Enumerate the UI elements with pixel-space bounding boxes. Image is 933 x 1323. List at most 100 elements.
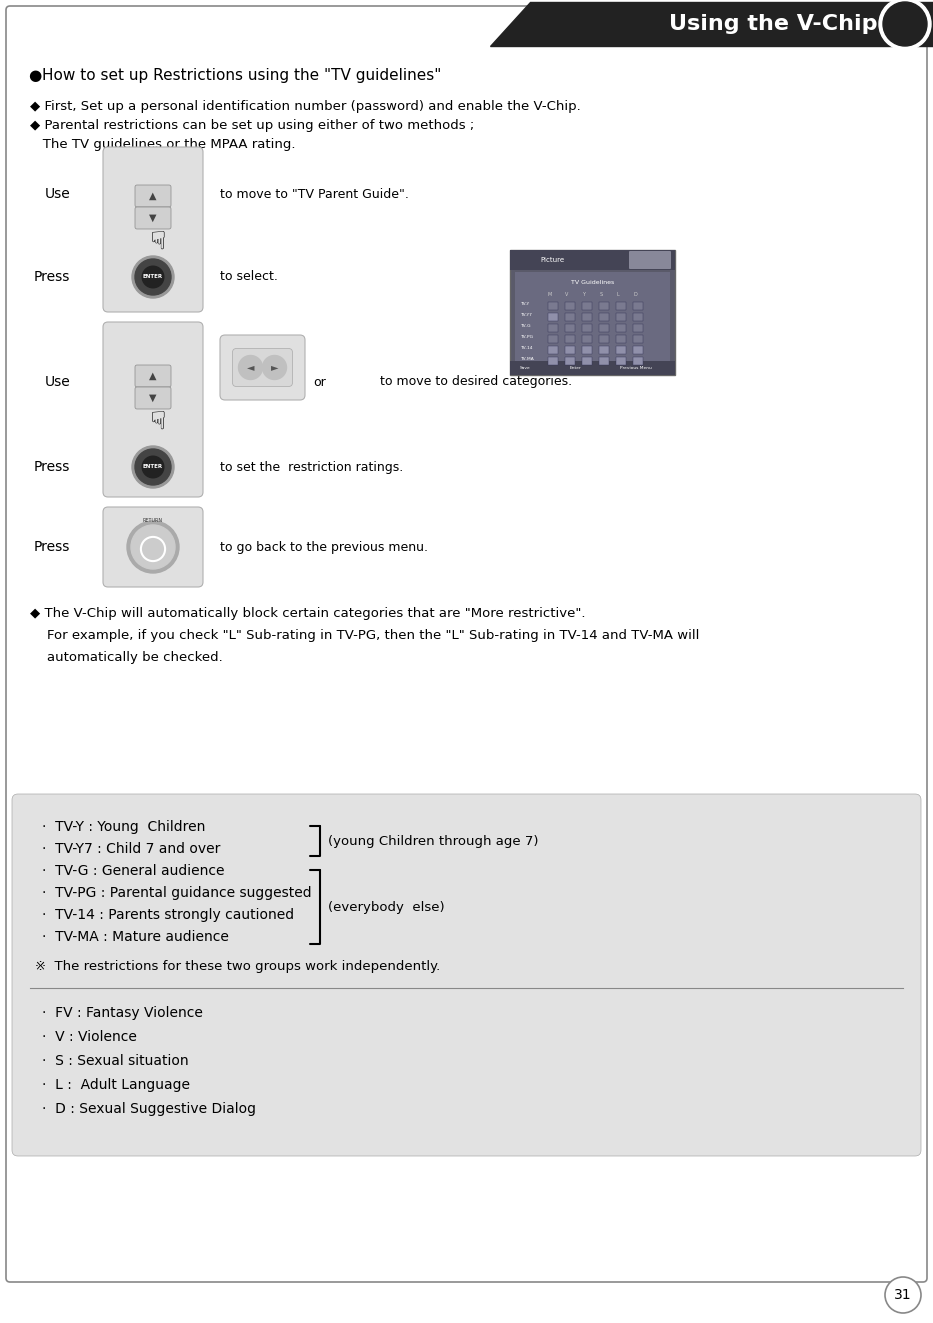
FancyBboxPatch shape bbox=[135, 365, 171, 388]
FancyBboxPatch shape bbox=[616, 347, 626, 355]
FancyBboxPatch shape bbox=[565, 335, 575, 343]
Text: ☞: ☞ bbox=[141, 410, 165, 433]
Text: to move to "TV Parent Guide".: to move to "TV Parent Guide". bbox=[220, 188, 409, 201]
Text: to go back to the previous menu.: to go back to the previous menu. bbox=[220, 541, 428, 553]
Circle shape bbox=[262, 356, 286, 380]
Text: ·  TV-Y7 : Child 7 and over: · TV-Y7 : Child 7 and over bbox=[42, 841, 220, 856]
Text: Enter: Enter bbox=[570, 366, 582, 370]
Text: ENTER: ENTER bbox=[143, 274, 163, 279]
Text: For example, if you check "L" Sub-rating in TV-PG, then the "L" Sub-rating in TV: For example, if you check "L" Sub-rating… bbox=[30, 628, 700, 642]
FancyBboxPatch shape bbox=[599, 347, 609, 355]
Circle shape bbox=[879, 0, 931, 50]
Text: Previous Menu: Previous Menu bbox=[620, 366, 652, 370]
FancyBboxPatch shape bbox=[548, 357, 558, 365]
Circle shape bbox=[239, 356, 262, 380]
FancyBboxPatch shape bbox=[599, 335, 609, 343]
Text: D: D bbox=[634, 292, 637, 296]
Text: ·  TV-Y : Young  Children: · TV-Y : Young Children bbox=[42, 820, 205, 833]
Text: Use: Use bbox=[44, 187, 70, 201]
Text: Press: Press bbox=[34, 540, 70, 554]
Text: ◆ Parental restrictions can be set up using either of two methods ;: ◆ Parental restrictions can be set up us… bbox=[30, 119, 474, 132]
Text: to set the  restriction ratings.: to set the restriction ratings. bbox=[220, 460, 403, 474]
Text: ◄: ◄ bbox=[246, 363, 255, 373]
Text: ·  TV-MA : Mature audience: · TV-MA : Mature audience bbox=[42, 930, 229, 945]
FancyBboxPatch shape bbox=[548, 324, 558, 332]
FancyBboxPatch shape bbox=[6, 7, 927, 1282]
Text: ☞: ☞ bbox=[141, 230, 165, 253]
Text: to select.: to select. bbox=[220, 270, 278, 283]
Text: How to set up Restrictions using the "TV guidelines": How to set up Restrictions using the "TV… bbox=[42, 67, 441, 83]
Text: Use: Use bbox=[44, 374, 70, 389]
FancyBboxPatch shape bbox=[633, 347, 643, 355]
Circle shape bbox=[135, 259, 171, 295]
FancyBboxPatch shape bbox=[548, 335, 558, 343]
Text: ※  The restrictions for these two groups work independently.: ※ The restrictions for these two groups … bbox=[35, 960, 440, 972]
FancyBboxPatch shape bbox=[599, 357, 609, 365]
Polygon shape bbox=[490, 3, 933, 46]
Text: ·  TV-14 : Parents strongly cautioned: · TV-14 : Parents strongly cautioned bbox=[42, 908, 294, 922]
Text: TV-Y7: TV-Y7 bbox=[520, 314, 532, 318]
FancyBboxPatch shape bbox=[135, 185, 171, 206]
FancyBboxPatch shape bbox=[629, 251, 671, 269]
FancyBboxPatch shape bbox=[220, 335, 305, 400]
FancyBboxPatch shape bbox=[633, 314, 643, 321]
Circle shape bbox=[127, 521, 179, 573]
Text: ·  D : Sexual Suggestive Dialog: · D : Sexual Suggestive Dialog bbox=[42, 1102, 256, 1117]
FancyBboxPatch shape bbox=[633, 357, 643, 365]
FancyBboxPatch shape bbox=[510, 361, 675, 374]
FancyBboxPatch shape bbox=[633, 324, 643, 332]
FancyBboxPatch shape bbox=[548, 314, 558, 321]
Circle shape bbox=[132, 255, 174, 298]
FancyBboxPatch shape bbox=[599, 314, 609, 321]
Text: Y: Y bbox=[582, 292, 586, 296]
FancyBboxPatch shape bbox=[565, 347, 575, 355]
Circle shape bbox=[142, 456, 164, 478]
FancyBboxPatch shape bbox=[510, 250, 675, 374]
Text: TV-G: TV-G bbox=[520, 324, 531, 328]
Text: (everybody  else): (everybody else) bbox=[328, 901, 445, 913]
Text: RETURN: RETURN bbox=[143, 519, 163, 523]
FancyBboxPatch shape bbox=[12, 794, 921, 1156]
Text: Using the V-Chip: Using the V-Chip bbox=[669, 15, 877, 34]
Circle shape bbox=[883, 3, 927, 46]
Text: ▲: ▲ bbox=[149, 370, 157, 381]
Circle shape bbox=[131, 525, 175, 569]
Circle shape bbox=[135, 448, 171, 486]
FancyBboxPatch shape bbox=[565, 357, 575, 365]
FancyBboxPatch shape bbox=[103, 507, 203, 587]
Text: ·  S : Sexual situation: · S : Sexual situation bbox=[42, 1054, 188, 1068]
FancyBboxPatch shape bbox=[510, 250, 675, 270]
Text: Save: Save bbox=[520, 366, 531, 370]
Text: Press: Press bbox=[34, 270, 70, 284]
FancyBboxPatch shape bbox=[103, 321, 203, 497]
Text: ·  L :  Adult Language: · L : Adult Language bbox=[42, 1078, 190, 1091]
FancyBboxPatch shape bbox=[599, 324, 609, 332]
FancyBboxPatch shape bbox=[548, 302, 558, 310]
Text: TV Guidelines: TV Guidelines bbox=[571, 280, 614, 284]
FancyBboxPatch shape bbox=[565, 324, 575, 332]
FancyBboxPatch shape bbox=[616, 314, 626, 321]
Text: ►: ► bbox=[271, 363, 278, 373]
FancyBboxPatch shape bbox=[582, 357, 592, 365]
FancyBboxPatch shape bbox=[616, 357, 626, 365]
FancyBboxPatch shape bbox=[582, 302, 592, 310]
FancyBboxPatch shape bbox=[582, 314, 592, 321]
FancyBboxPatch shape bbox=[616, 302, 626, 310]
FancyBboxPatch shape bbox=[633, 302, 643, 310]
Text: 31: 31 bbox=[894, 1289, 912, 1302]
FancyBboxPatch shape bbox=[582, 324, 592, 332]
Text: ▼: ▼ bbox=[149, 213, 157, 224]
FancyBboxPatch shape bbox=[582, 347, 592, 355]
FancyBboxPatch shape bbox=[232, 348, 293, 386]
Text: ·  TV-G : General audience: · TV-G : General audience bbox=[42, 864, 225, 878]
Text: automatically be checked.: automatically be checked. bbox=[30, 651, 223, 664]
Text: ◆ First, Set up a personal identification number (password) and enable the V-Chi: ◆ First, Set up a personal identificatio… bbox=[30, 101, 580, 112]
FancyBboxPatch shape bbox=[103, 147, 203, 312]
Text: ●: ● bbox=[28, 67, 41, 83]
FancyBboxPatch shape bbox=[616, 335, 626, 343]
FancyBboxPatch shape bbox=[633, 335, 643, 343]
Text: L: L bbox=[617, 292, 620, 296]
FancyBboxPatch shape bbox=[135, 388, 171, 409]
Text: V: V bbox=[565, 292, 569, 296]
Text: or: or bbox=[313, 376, 326, 389]
